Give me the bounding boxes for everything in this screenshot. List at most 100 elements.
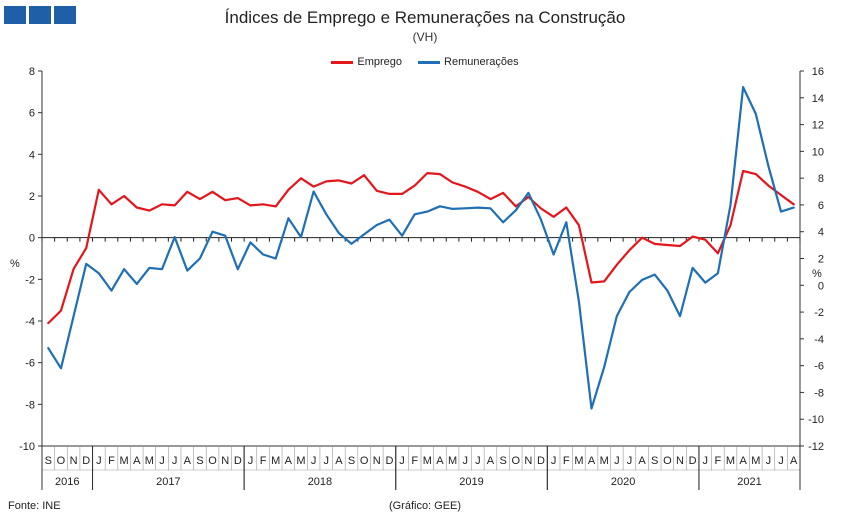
data-point-emprego	[224, 199, 227, 202]
chart-subtitle: (VH)	[412, 30, 438, 44]
month-label: N	[676, 455, 684, 467]
data-point-remuneracoes	[780, 210, 782, 213]
month-label: S	[45, 455, 52, 467]
data-point-remuneracoes	[325, 213, 328, 216]
data-point-emprego	[161, 203, 163, 206]
data-point-remuneracoes	[653, 273, 656, 276]
data-point-emprego	[401, 193, 403, 195]
right-tick-label: -6	[814, 361, 824, 373]
legend-item-remuneracoes: Remunerações	[418, 56, 519, 68]
data-point-remuneracoes	[704, 281, 707, 284]
month-label: A	[335, 455, 343, 467]
data-point-remuneracoes	[628, 291, 631, 293]
data-point-remuneracoes	[502, 221, 504, 224]
month-label: O	[57, 455, 66, 467]
right-tick-label: 0	[818, 280, 824, 292]
data-point-emprego	[717, 252, 719, 255]
month-label: D	[537, 455, 545, 467]
month-label: A	[184, 455, 192, 467]
year-label: 2017	[156, 476, 180, 488]
logo-square-3	[54, 6, 76, 24]
credit-note: (Gráfico: GEE)	[388, 500, 462, 512]
data-point-emprego	[729, 224, 732, 227]
data-point-remuneracoes	[464, 207, 467, 210]
data-point-remuneracoes	[85, 263, 88, 265]
right-tick-label: -8	[814, 387, 824, 399]
data-point-emprego	[691, 235, 694, 238]
legend-label-remuneracoes: Remunerações	[444, 56, 519, 68]
data-point-emprego	[249, 204, 252, 207]
month-label: A	[638, 455, 646, 467]
month-label: J	[703, 455, 709, 467]
data-point-remuneracoes	[451, 208, 454, 210]
month-label: A	[739, 455, 747, 467]
data-point-emprego	[426, 172, 429, 175]
data-point-remuneracoes	[691, 267, 694, 269]
data-point-remuneracoes	[60, 367, 62, 370]
data-point-emprego	[792, 203, 795, 206]
month-label: S	[499, 455, 506, 467]
data-point-remuneracoes	[312, 190, 315, 193]
data-point-remuneracoes	[363, 233, 365, 236]
data-point-emprego	[300, 177, 302, 180]
legend-swatch-emprego	[331, 60, 354, 64]
data-point-remuneracoes	[413, 213, 416, 216]
month-label: F	[411, 455, 418, 467]
data-point-remuneracoes	[47, 347, 50, 350]
left-tick-label: -4	[25, 316, 35, 328]
data-point-emprego	[388, 193, 391, 195]
data-point-remuneracoes	[439, 205, 441, 208]
data-point-emprego	[148, 209, 151, 212]
chart-title: Índices de Emprego e Remunerações na Con…	[224, 8, 626, 27]
month-label: F	[715, 455, 722, 467]
month-label: A	[790, 455, 798, 467]
data-point-emprego	[262, 203, 264, 206]
data-point-emprego	[489, 198, 492, 201]
data-point-remuneracoes	[590, 407, 593, 410]
logo-square-1	[4, 6, 26, 24]
year-label: 2019	[459, 476, 483, 488]
month-label: J	[475, 455, 481, 467]
right-tick-label: 12	[812, 120, 824, 132]
data-point-emprego	[641, 236, 643, 239]
data-point-emprego	[375, 189, 378, 192]
data-point-emprego	[338, 179, 340, 182]
data-point-remuneracoes	[72, 315, 75, 317]
data-point-remuneracoes	[729, 204, 732, 206]
data-point-emprego	[704, 238, 707, 241]
month-label: A	[436, 455, 444, 467]
month-label: N	[373, 455, 381, 467]
right-tick-label: 8	[818, 173, 824, 185]
right-tick-label: -10	[808, 414, 824, 426]
ine-logo	[4, 6, 76, 24]
month-label: J	[399, 455, 405, 467]
month-label: J	[614, 455, 620, 467]
data-point-emprego	[603, 280, 606, 283]
data-point-emprego	[615, 263, 618, 266]
legend-item-emprego: Emprego	[331, 56, 402, 68]
data-point-emprego	[186, 190, 189, 193]
data-point-remuneracoes	[792, 206, 795, 209]
data-point-emprego	[476, 190, 479, 193]
data-point-emprego	[628, 249, 631, 252]
left-tick-label: 2	[29, 191, 35, 203]
month-label: F	[108, 455, 115, 467]
data-point-emprego	[653, 243, 656, 245]
left-tick-label: -8	[25, 399, 35, 411]
series-line-emprego	[47, 169, 795, 325]
data-point-remuneracoes	[287, 217, 290, 220]
data-point-remuneracoes	[666, 289, 669, 292]
month-label: N	[221, 455, 229, 467]
data-point-emprego	[72, 268, 75, 270]
data-point-emprego	[451, 181, 454, 184]
month-label: J	[96, 455, 102, 467]
data-point-remuneracoes	[161, 268, 163, 271]
data-point-emprego	[350, 182, 353, 185]
data-point-emprego	[780, 194, 782, 196]
month-label: O	[663, 455, 672, 467]
data-point-remuneracoes	[754, 113, 757, 115]
year-label: 2018	[308, 476, 332, 488]
right-tick-label: 16	[812, 66, 824, 78]
data-point-emprego	[578, 224, 580, 227]
right-tick-label: 6	[818, 200, 824, 212]
